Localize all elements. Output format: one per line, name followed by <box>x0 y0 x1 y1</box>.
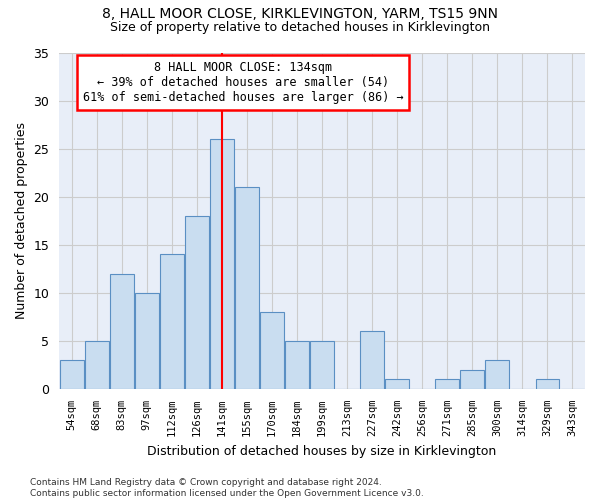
Text: 8 HALL MOOR CLOSE: 134sqm
← 39% of detached houses are smaller (54)
61% of semi-: 8 HALL MOOR CLOSE: 134sqm ← 39% of detac… <box>83 61 404 104</box>
Bar <box>485 360 509 389</box>
Bar <box>235 187 259 389</box>
Bar <box>436 380 459 389</box>
Bar <box>360 332 384 389</box>
Bar <box>385 380 409 389</box>
Bar <box>460 370 484 389</box>
Bar <box>260 312 284 389</box>
Text: 8, HALL MOOR CLOSE, KIRKLEVINGTON, YARM, TS15 9NN: 8, HALL MOOR CLOSE, KIRKLEVINGTON, YARM,… <box>102 8 498 22</box>
X-axis label: Distribution of detached houses by size in Kirklevington: Distribution of detached houses by size … <box>148 444 497 458</box>
Text: Contains HM Land Registry data © Crown copyright and database right 2024.
Contai: Contains HM Land Registry data © Crown c… <box>30 478 424 498</box>
Bar <box>60 360 83 389</box>
Bar <box>310 341 334 389</box>
Bar <box>85 341 109 389</box>
Bar <box>135 293 158 389</box>
Y-axis label: Number of detached properties: Number of detached properties <box>15 122 28 319</box>
Bar <box>536 380 559 389</box>
Bar <box>285 341 309 389</box>
Bar <box>210 139 234 389</box>
Bar <box>160 254 184 389</box>
Text: Size of property relative to detached houses in Kirklevington: Size of property relative to detached ho… <box>110 21 490 34</box>
Bar <box>185 216 209 389</box>
Bar <box>110 274 134 389</box>
